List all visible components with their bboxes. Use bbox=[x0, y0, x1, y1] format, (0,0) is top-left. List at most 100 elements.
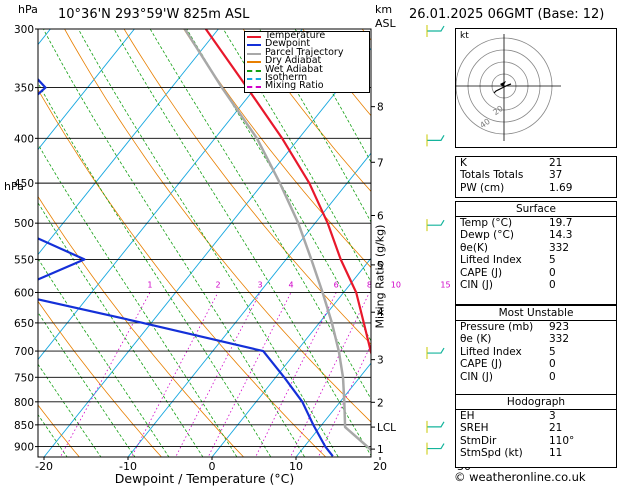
dry-adiabat-line bbox=[38, 195, 245, 457]
mixing-ratio-label: 3 bbox=[258, 280, 263, 289]
km-tick-label: 7 bbox=[377, 157, 384, 169]
dry-adiabat-line bbox=[38, 404, 80, 457]
most-unstable-row: CIN (J) 0 bbox=[460, 370, 556, 383]
isotherm-line bbox=[127, 152, 371, 457]
x-tick-label: -20 bbox=[35, 460, 53, 473]
pressure-tick-label: 350 bbox=[14, 83, 34, 95]
most-unstable-row: Pressure (mb) 923 bbox=[460, 321, 570, 333]
hodograph-table-title: Hodograph bbox=[506, 396, 566, 408]
indices-row-totals: Totals Totals 37 bbox=[460, 169, 563, 182]
pressure-tick-label: 700 bbox=[14, 346, 34, 358]
legend-label: Dry Adiabat bbox=[265, 55, 322, 67]
legend-label: Isotherm bbox=[265, 71, 308, 83]
km-unit-label: km bbox=[375, 3, 393, 16]
km-tick-label: LCL bbox=[377, 422, 396, 434]
dry-adiabat-line bbox=[123, 29, 371, 345]
surface-row: Temp (°C) 19.7 bbox=[460, 217, 573, 229]
surface-panel: Surface Temp (°C) 19.7 Dewp (°C) 14.3 θe(K… bbox=[455, 201, 617, 305]
copyright: © weatheronline.co.uk bbox=[454, 470, 586, 484]
mixing-ratio-label: 1 bbox=[147, 280, 152, 289]
dry-adiabat-line bbox=[38, 300, 162, 457]
pressure-unit-label: hPa bbox=[18, 3, 38, 16]
mixing-ratio-label: 15 bbox=[440, 280, 450, 289]
legend-swatch bbox=[247, 52, 261, 55]
series-dewpoint bbox=[38, 77, 334, 457]
mixing-ratio-line bbox=[59, 292, 151, 457]
storm-motion-arrow bbox=[500, 81, 506, 87]
wind-barb bbox=[427, 25, 445, 32]
surface-row: CIN (J) 0 bbox=[460, 278, 556, 291]
x-tick-label: 10 bbox=[289, 460, 303, 473]
mixing-ratio-label: 6 bbox=[334, 280, 339, 289]
dry-adiabat-line bbox=[183, 29, 371, 269]
most-unstable-panel: Most Unstable Pressure (mb) 923 θe (K) 332… bbox=[455, 305, 617, 395]
wet-adiabat-line bbox=[294, 29, 371, 163]
mixing-ratio-line bbox=[131, 292, 219, 457]
dry-adiabat-line bbox=[242, 29, 371, 192]
wet-adiabat-line bbox=[38, 257, 170, 457]
x-axis-label: Dewpoint / Temperature (°C) bbox=[115, 471, 294, 486]
pressure-tick-label: 300 bbox=[14, 24, 34, 36]
pressure-tick-label: 750 bbox=[14, 372, 34, 384]
pressure-tick-label: 500 bbox=[14, 218, 34, 230]
wind-barb bbox=[427, 347, 445, 354]
wind-barb bbox=[427, 443, 445, 450]
km-tick-label: 4 bbox=[377, 307, 384, 319]
wet-adiabat-line bbox=[259, 29, 371, 223]
most-unstable-row: θe (K) 332 bbox=[460, 333, 570, 346]
legend-label: Parcel Trajectory bbox=[265, 46, 344, 58]
surface-row: CAPE (J) 0 bbox=[460, 266, 556, 279]
km-tick-label: 1 bbox=[377, 444, 384, 456]
surface-row: Dewp (°C) 14.3 bbox=[460, 229, 573, 242]
dry-adiabat-line bbox=[64, 29, 371, 423]
wet-adiabat-line bbox=[38, 311, 136, 457]
hodograph-row: EH 3 bbox=[460, 410, 556, 422]
wet-adiabat-line bbox=[38, 82, 272, 457]
series-temperature bbox=[204, 29, 371, 357]
km-tick-label: 5 bbox=[377, 260, 384, 272]
asl-unit-label: ASL bbox=[375, 17, 396, 30]
mixing-ratio-axis-label: Mixing Ratio (g/kg) bbox=[373, 224, 387, 329]
legend: Temperature Dewpoint Parcel Trajectory Dry … bbox=[244, 31, 370, 93]
wet-adiabat-line bbox=[38, 143, 238, 457]
wind-barb bbox=[427, 135, 445, 141]
indices-panel: K 21 Totals Totals 37 PW (cm) 1.69 bbox=[455, 156, 617, 198]
plot-frame bbox=[37, 28, 372, 458]
hodograph-table: Hodograph EH 3 SREH 21 StmDir 110° StmSpd (… bbox=[455, 394, 617, 468]
surface-row: Lifted Index 5 bbox=[460, 254, 556, 267]
x-tick-label: 0 bbox=[209, 460, 216, 473]
surface-title: Surface bbox=[515, 203, 556, 215]
hodograph-panel: kt 20 40 bbox=[455, 28, 617, 148]
most-unstable-row: CAPE (J) 0 bbox=[460, 358, 556, 371]
wind-barb bbox=[427, 219, 445, 226]
hodograph-row: StmSpd (kt) 11 bbox=[460, 447, 563, 460]
wet-adiabat-line bbox=[38, 363, 102, 457]
mixing-ratio-line bbox=[175, 292, 261, 457]
km-tick-label: 6 bbox=[377, 210, 384, 222]
legend-item: Wet Adiabat bbox=[245, 64, 369, 74]
pressure-tick-label: 800 bbox=[14, 397, 34, 409]
wet-adiabat-line bbox=[38, 202, 204, 457]
km-tick-label: 2 bbox=[377, 397, 384, 409]
pressure-tick-label: 400 bbox=[14, 133, 34, 145]
pressure-tick-label: 900 bbox=[14, 442, 34, 454]
legend-item: Dewpoint bbox=[245, 39, 369, 49]
legend-swatch bbox=[247, 86, 261, 89]
indices-row-k: K 21 bbox=[460, 157, 563, 169]
legend-label: Temperature bbox=[265, 30, 326, 41]
mixing-ratio-label: 8 bbox=[367, 280, 372, 289]
isotherm-line bbox=[38, 29, 135, 151]
station-title: 10°36'N 293°59'W 825m ASL bbox=[58, 7, 250, 22]
legend-label: Mixing Ratio bbox=[265, 80, 324, 92]
mixing-ratio-label: 4 bbox=[288, 280, 293, 289]
wind-barb bbox=[427, 421, 445, 428]
hodograph-unit-label: kt bbox=[460, 31, 469, 41]
indices-row-pw: PW (cm) 1.69 bbox=[460, 181, 573, 194]
y-axis-label: hPa bbox=[4, 180, 24, 193]
km-tick-label: 8 bbox=[377, 102, 384, 114]
wet-adiabat-line bbox=[77, 29, 339, 457]
wet-adiabat-line bbox=[42, 29, 306, 457]
legend-swatch bbox=[247, 61, 261, 64]
isotherm-line bbox=[295, 362, 371, 457]
